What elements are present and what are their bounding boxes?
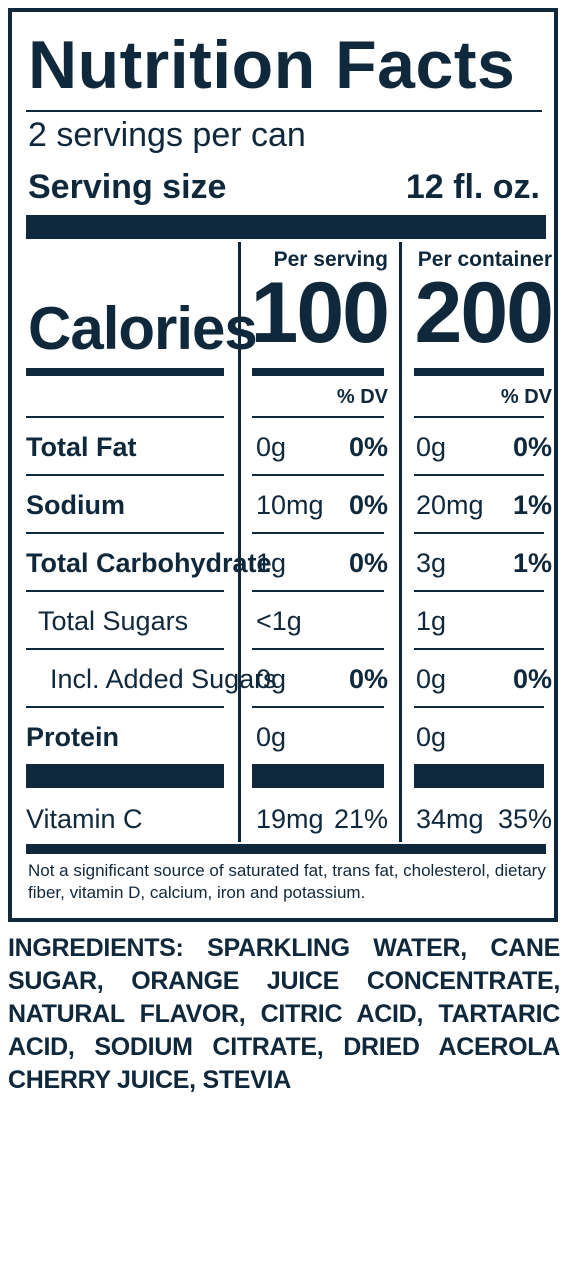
nutrient-name: Total Carbohydrate xyxy=(26,548,272,578)
nutrient-name: Incl. Added Sugars xyxy=(50,664,277,694)
dv-heading-container: % DV xyxy=(500,386,552,408)
rule-nutrient-5-left xyxy=(26,706,224,708)
rule-calories-left xyxy=(26,368,224,376)
vitamin-name: Vitamin C xyxy=(26,804,143,834)
rule-nutrient-0-left xyxy=(26,416,224,418)
rule-title xyxy=(26,110,542,112)
rule-nutrient-4-left xyxy=(26,648,224,650)
serving-amount: 19mg xyxy=(256,804,324,834)
calories-per-serving: 100 xyxy=(250,265,390,361)
serving-dv: 0% xyxy=(348,548,388,578)
container-amount: 0g xyxy=(416,664,447,694)
serving-amount: 0g xyxy=(256,722,287,752)
container-amount: 34mg xyxy=(416,804,484,834)
dv-heading-serving: % DV xyxy=(336,386,388,408)
rule-nutrient-1-right xyxy=(414,474,544,476)
nutrient-name: Total Sugars xyxy=(38,606,189,636)
rule-thick-protein-mid xyxy=(252,764,384,788)
rule-nutrient-5-right xyxy=(414,706,544,708)
ingredients-label: INGREDIENTS: xyxy=(8,934,184,962)
rule-nutrient-3-right xyxy=(414,590,544,592)
container-amount: 1g xyxy=(416,606,447,636)
nutrient-name: Protein xyxy=(26,722,120,752)
servings-per-container: 2 servings per can xyxy=(28,116,306,154)
rule-nutrient-0-right xyxy=(414,416,544,418)
calories-label: Calories xyxy=(28,295,258,362)
serving-amount: 10mg xyxy=(256,490,324,520)
per-container-heading: Per container xyxy=(417,248,552,271)
nutrient-name: Sodium xyxy=(26,490,125,520)
ingredients-text: SPARKLING WATER, CANE SUGAR, ORANGE JUIC… xyxy=(8,934,560,1094)
container-dv: 0% xyxy=(512,664,552,694)
ingredients-statement: INGREDIENTS: SPARKLING WATER, CANE SUGAR… xyxy=(8,932,560,1097)
divider-left xyxy=(238,242,241,842)
rule-calories-mid xyxy=(252,368,384,376)
container-amount: 0g xyxy=(416,432,447,462)
rule-calories-right xyxy=(414,368,544,376)
divider-right xyxy=(399,242,402,842)
rule-nutrient-4-right xyxy=(414,648,544,650)
calories-per-container: 200 xyxy=(414,265,554,361)
serving-amount: 0g xyxy=(256,664,287,694)
serving-amount: 1g xyxy=(256,548,287,578)
serving-size-value: 12 fl. oz. xyxy=(405,168,540,206)
container-amount: 20mg xyxy=(416,490,484,520)
serving-dv: 21% xyxy=(333,804,388,834)
container-amount: 0g xyxy=(416,722,447,752)
rule-nutrient-2-right xyxy=(414,532,544,534)
rule-nutrient-2-left xyxy=(26,532,224,534)
serving-amount: <1g xyxy=(256,606,302,636)
nutrition-facts-panel: Nutrition Facts 2 servings per can Servi… xyxy=(8,8,558,922)
rule-nutrient-3-mid xyxy=(252,590,384,592)
footnote: Not a significant source of saturated fa… xyxy=(28,861,546,902)
panel-title: Nutrition Facts xyxy=(28,27,516,103)
rule-nutrient-0-mid xyxy=(252,416,384,418)
container-dv: 1% xyxy=(512,548,552,578)
serving-size-label: Serving size xyxy=(28,168,227,206)
container-dv: 0% xyxy=(512,432,552,462)
per-serving-heading: Per serving xyxy=(273,248,388,271)
rule-nutrient-1-mid xyxy=(252,474,384,476)
rule-thick-top xyxy=(26,215,546,239)
rule-nutrient-3-left xyxy=(26,590,224,592)
container-amount: 3g xyxy=(416,548,447,578)
rule-nutrient-4-mid xyxy=(252,648,384,650)
rule-thick-protein-left xyxy=(26,764,224,788)
nutrient-name: Total Fat xyxy=(26,432,137,462)
container-dv: 1% xyxy=(512,490,552,520)
serving-dv: 0% xyxy=(348,664,388,694)
serving-dv: 0% xyxy=(348,432,388,462)
serving-dv: 0% xyxy=(348,490,388,520)
rule-nutrient-5-mid xyxy=(252,706,384,708)
rule-nutrient-2-mid xyxy=(252,532,384,534)
rule-nutrient-1-left xyxy=(26,474,224,476)
rule-thick-protein-right xyxy=(414,764,544,788)
rule-thick-bottom xyxy=(26,844,546,854)
container-dv: 35% xyxy=(497,804,552,834)
serving-amount: 0g xyxy=(256,432,287,462)
